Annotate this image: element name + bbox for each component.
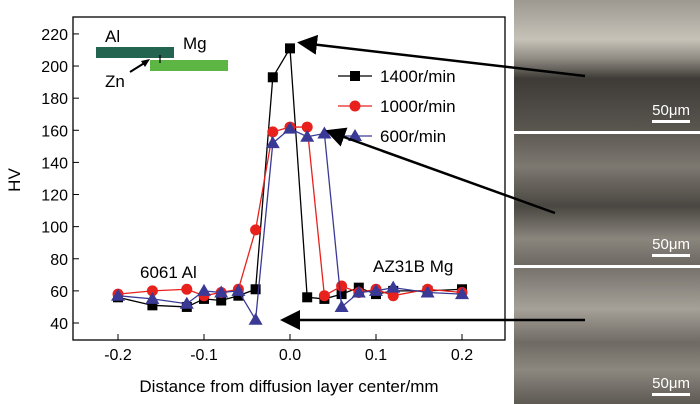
plot-frame xyxy=(72,16,506,341)
data-point xyxy=(179,296,194,309)
data-point xyxy=(250,284,261,295)
data-point xyxy=(334,299,349,312)
scale-label: 50μm xyxy=(652,236,690,253)
inset-diagram: Al Mg Zn xyxy=(96,27,228,91)
y-tick-label: 140 xyxy=(41,155,68,172)
inset-label-al: Al xyxy=(105,27,120,46)
data-point xyxy=(420,285,435,298)
data-point xyxy=(216,295,227,306)
y-tick-label: 220 xyxy=(41,27,68,44)
y-tick-label: 160 xyxy=(41,123,68,140)
y-tick-label: 100 xyxy=(41,220,68,237)
legend-label: 600r/min xyxy=(380,127,446,146)
scale-bar xyxy=(652,393,690,396)
data-point xyxy=(336,289,347,300)
data-point xyxy=(111,288,125,301)
x-tick-label: -0.2 xyxy=(104,347,132,364)
annotation-az31b-mg: AZ31B Mg xyxy=(373,257,453,276)
data-point xyxy=(197,283,211,296)
data-point xyxy=(181,283,193,295)
y-tick-label: 60 xyxy=(50,284,68,301)
data-point xyxy=(336,280,348,292)
x-tick-label: 0.2 xyxy=(451,347,473,364)
data-point xyxy=(455,287,469,300)
hardness-chart: -0.2 -0.1 0.0 0.1 0.2 40 60 80 100 120 140 160 180 20… xyxy=(5,16,506,396)
inset-mg-bar xyxy=(150,60,228,71)
data-point xyxy=(300,129,315,142)
inset-al-bar xyxy=(96,47,174,58)
data-point xyxy=(283,121,297,134)
legend-label: 1000r/min xyxy=(380,97,456,116)
data-point xyxy=(146,285,158,297)
data-point xyxy=(145,291,160,304)
scale-bar xyxy=(652,254,690,257)
scale-label: 50μm xyxy=(652,375,690,392)
y-tick-label: 120 xyxy=(41,188,68,205)
micrograph-2: 50μm xyxy=(514,134,700,265)
data-point xyxy=(369,283,383,296)
inset-label-mg: Mg xyxy=(183,34,207,53)
data-point xyxy=(231,283,246,296)
data-point xyxy=(285,43,295,54)
scale-label: 50μm xyxy=(652,102,690,119)
x-tick-label: 0.1 xyxy=(365,347,387,364)
inset-label-zn: Zn xyxy=(105,72,125,91)
data-point xyxy=(351,285,366,298)
legend-label: 1400r/min xyxy=(380,67,456,86)
annotation-6061-al: 6061 Al xyxy=(140,263,197,282)
data-point xyxy=(265,136,280,149)
y-tick-label: 40 xyxy=(50,316,68,333)
x-axis-label: Distance from diffusion layer center/mm xyxy=(139,377,438,396)
y-tick-label: 80 xyxy=(50,252,68,269)
data-point xyxy=(267,126,279,138)
data-point xyxy=(214,285,229,298)
micrograph-1: 50μm xyxy=(514,0,700,131)
legend-marker xyxy=(350,71,360,81)
data-point xyxy=(301,121,313,133)
x-tick-label: 0.0 xyxy=(279,347,301,364)
x-tick-label: -0.1 xyxy=(190,347,218,364)
data-point xyxy=(318,290,330,302)
data-point xyxy=(386,280,401,293)
micrograph-3: 50μm xyxy=(514,268,700,404)
y-tick-label: 200 xyxy=(41,59,68,76)
scale-bar xyxy=(652,120,690,123)
data-point xyxy=(387,290,399,302)
data-point xyxy=(317,126,332,139)
legend-marker xyxy=(349,100,361,112)
data-point xyxy=(302,292,313,303)
legend-marker xyxy=(348,129,362,141)
data-point xyxy=(250,224,262,236)
data-point xyxy=(147,300,158,311)
data-point xyxy=(267,72,278,83)
series-600r/min xyxy=(111,121,469,325)
y-axis-label: HV xyxy=(5,168,24,192)
data-point xyxy=(248,312,263,325)
y-tick-label: 180 xyxy=(41,91,68,108)
legend: 1400r/min 1000r/min 600r/min xyxy=(338,67,456,146)
